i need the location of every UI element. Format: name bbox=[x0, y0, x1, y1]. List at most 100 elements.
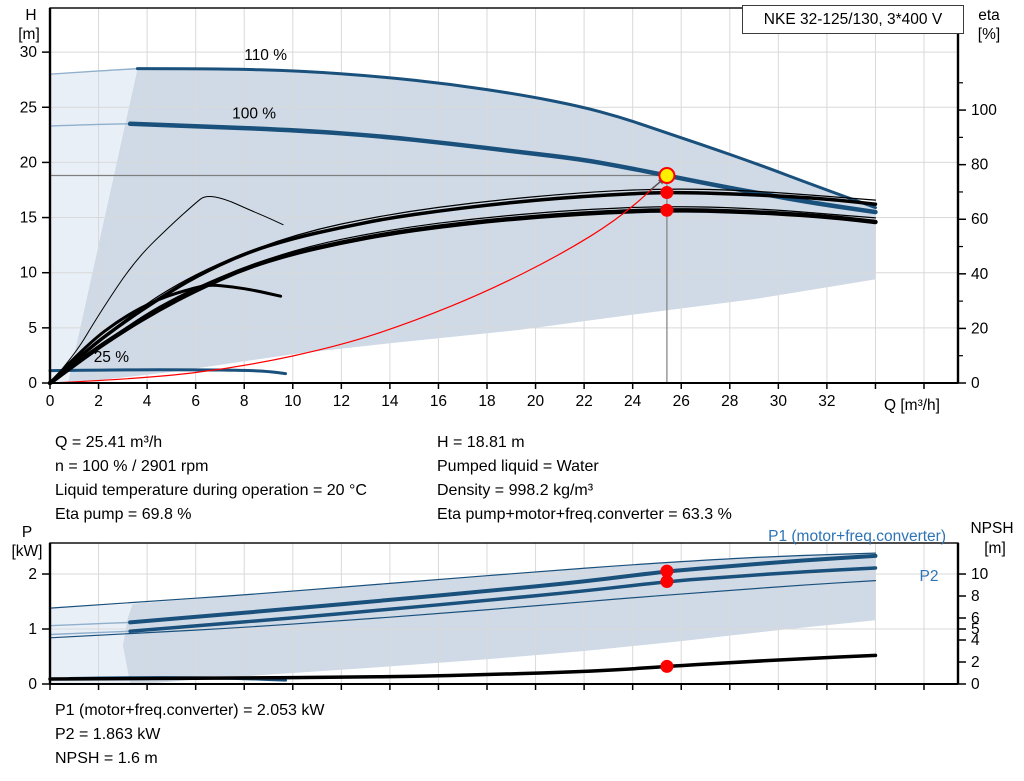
info-eta-pump: Eta pump = 69.8 % bbox=[55, 506, 192, 523]
curve-eta-pump-band bbox=[49, 188, 877, 384]
curve-npsh bbox=[48, 653, 878, 681]
duty-info-left: Q = 25.41 m³/h n = 100 % / 2901 rpm Liqu… bbox=[55, 431, 367, 527]
eta-pump-point bbox=[660, 185, 674, 199]
qh-eta-chart: 0 2 4 6 8 10 12 14 16 18 20 22 24 26 28 30 3230252015105… bbox=[20, 7, 997, 410]
svg-text:0: 0 bbox=[28, 375, 37, 392]
duty-info-right: H = 18.81 m Pumped liquid = Water Densit… bbox=[437, 431, 732, 527]
eta-total-point bbox=[660, 203, 674, 217]
svg-text:30: 30 bbox=[770, 393, 788, 410]
p2-point bbox=[660, 575, 674, 589]
legend-p1: P1 (motor+freq.converter) bbox=[768, 528, 946, 545]
info-p2: P2 = 1.863 kW bbox=[55, 726, 161, 743]
svg-text:25: 25 bbox=[20, 99, 37, 116]
svg-text:2: 2 bbox=[94, 393, 103, 410]
curve-p2 bbox=[128, 566, 878, 633]
svg-text:0: 0 bbox=[971, 676, 980, 693]
svg-text:12: 12 bbox=[333, 393, 350, 410]
svg-text:5: 5 bbox=[28, 320, 37, 337]
info-head: H = 18.81 m bbox=[437, 434, 525, 451]
curve-eta-hump-25 bbox=[48, 283, 283, 385]
pump-model-label: NKE 32-125/130, 3*400 V bbox=[763, 10, 943, 28]
npsh-axis-title: NPSH bbox=[970, 520, 1013, 537]
curve-eta-total bbox=[47, 208, 878, 386]
svg-text:0: 0 bbox=[28, 676, 37, 693]
svg-text:1: 1 bbox=[28, 621, 37, 638]
info-liquid-temp: Liquid temperature during operation = 20… bbox=[55, 482, 367, 499]
svg-text:30: 30 bbox=[20, 44, 38, 61]
svg-text:6: 6 bbox=[971, 610, 980, 627]
info-eta-total: Eta pump+motor+freq.converter = 63.3 % bbox=[437, 506, 732, 523]
npsh-axis-unit: [m] bbox=[984, 540, 1006, 557]
curve-speed-110-lead bbox=[49, 67, 139, 75]
power-info: P1 (motor+freq.converter) = 2.053 kW P2 … bbox=[55, 699, 324, 771]
pump-model-box: NKE 32-125/130, 3*400 V bbox=[742, 5, 964, 34]
info-npsh: NPSH = 1.6 m bbox=[55, 750, 158, 767]
curve-eta-arc-reduced-speed bbox=[49, 195, 284, 384]
svg-text:24: 24 bbox=[624, 393, 642, 410]
q-axis-title: Q [m³/h] bbox=[884, 397, 940, 414]
svg-text:22: 22 bbox=[575, 393, 592, 410]
svg-text:32: 32 bbox=[818, 393, 835, 410]
svg-text:4: 4 bbox=[143, 393, 152, 410]
svg-text:10: 10 bbox=[971, 566, 989, 583]
info-p1: P1 (motor+freq.converter) = 2.053 kW bbox=[55, 702, 325, 719]
svg-text:20: 20 bbox=[971, 320, 989, 337]
axis-ticks: 0 2 4 6 8 10 12 14 16 18 20 22 24 26 28 30 3230252015105… bbox=[20, 44, 997, 410]
eta-axis-unit: [%] bbox=[978, 26, 1000, 43]
curve-eta-total-band bbox=[49, 206, 877, 384]
curve-eta-pump bbox=[48, 190, 878, 385]
svg-text:5: 5 bbox=[971, 621, 980, 638]
info-density: Density = 998.2 kg/m³ bbox=[437, 482, 594, 499]
svg-text:15: 15 bbox=[20, 210, 37, 227]
svg-text:60: 60 bbox=[971, 211, 989, 228]
curve-p1 bbox=[128, 553, 878, 625]
svg-text:20: 20 bbox=[20, 154, 38, 171]
region-low-flow-region bbox=[50, 603, 133, 684]
svg-text:10: 10 bbox=[20, 265, 38, 282]
curve-speed-100 bbox=[127, 121, 878, 215]
h-axis-title: H bbox=[25, 7, 36, 24]
curve-control-curve bbox=[49, 174, 668, 384]
svg-text:80: 80 bbox=[971, 157, 989, 174]
curve-label-25: 25 % bbox=[94, 349, 130, 366]
svg-text:0: 0 bbox=[46, 393, 55, 410]
svg-text:26: 26 bbox=[673, 393, 690, 410]
region-low-flow-region bbox=[50, 68, 138, 382]
svg-text:20: 20 bbox=[527, 393, 545, 410]
svg-text:28: 28 bbox=[721, 393, 738, 410]
curve-label-110: 110 % bbox=[244, 47, 287, 64]
svg-text:16: 16 bbox=[430, 393, 447, 410]
svg-text:8: 8 bbox=[240, 393, 249, 410]
info-speed: n = 100 % / 2901 rpm bbox=[55, 458, 209, 475]
svg-text:2: 2 bbox=[28, 566, 37, 583]
svg-text:4: 4 bbox=[971, 632, 980, 649]
legend-p2: P2 bbox=[920, 568, 939, 585]
p1-point bbox=[660, 564, 674, 578]
region-operating-envelope bbox=[68, 68, 876, 382]
svg-text:8: 8 bbox=[971, 588, 980, 605]
duty-point bbox=[658, 167, 676, 185]
svg-text:18: 18 bbox=[478, 393, 495, 410]
curve-speed-110 bbox=[135, 67, 877, 210]
info-flow: Q = 25.41 m³/h bbox=[55, 434, 163, 451]
curve-p2-lower-band bbox=[49, 580, 877, 639]
eta-axis-title: eta bbox=[978, 7, 1000, 24]
p-axis-title: P bbox=[22, 524, 32, 541]
curve-p2-lead bbox=[49, 630, 131, 636]
curve-label-100: 100 % bbox=[232, 105, 276, 122]
info-pumped-liquid: Pumped liquid = Water bbox=[437, 458, 599, 475]
p-axis-unit: [kW] bbox=[12, 543, 43, 560]
npsh-point bbox=[660, 659, 674, 673]
h-axis-unit: [m] bbox=[18, 26, 40, 43]
svg-text:100: 100 bbox=[971, 102, 997, 119]
curve-p1-upper-band bbox=[49, 552, 877, 609]
svg-text:0: 0 bbox=[971, 375, 980, 392]
svg-text:2: 2 bbox=[971, 654, 980, 671]
curve-p1-lead bbox=[49, 621, 131, 627]
svg-text:6: 6 bbox=[191, 393, 200, 410]
svg-text:14: 14 bbox=[381, 393, 399, 410]
